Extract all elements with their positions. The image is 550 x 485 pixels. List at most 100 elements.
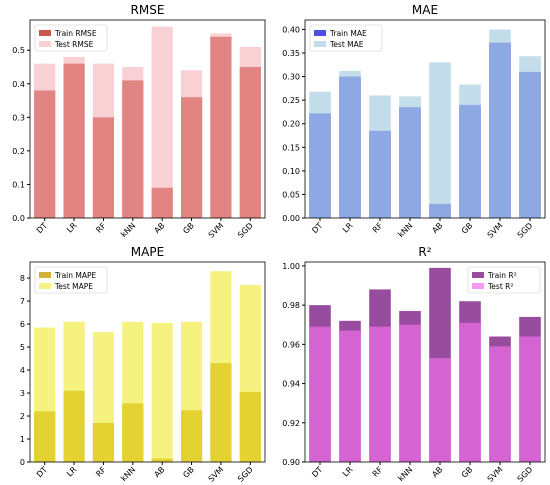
legend: Train MAE Test MAE: [309, 24, 383, 52]
y-tick-label: 7: [20, 297, 25, 306]
y-tick-label: 0.10: [282, 167, 300, 176]
chart-title: MAE: [412, 3, 438, 17]
plot-area-frame: [29, 261, 266, 463]
x-tick-label-knn: kNN: [119, 221, 137, 239]
x-tick-label-rf: RF: [94, 221, 108, 235]
y-tick-label: 0.2: [12, 147, 25, 156]
legend-label-train-rmse: Train RMSE: [54, 29, 97, 38]
x-tick-label-knn: kNN: [396, 465, 414, 483]
plot-area-frame: [304, 261, 546, 463]
y-tick-label: 2: [20, 412, 25, 421]
x-tick-label-ab: AB: [152, 465, 166, 479]
legend-label-test-rmse: Test RMSE: [54, 40, 94, 49]
bar-test-mae-ab: [429, 62, 451, 219]
plot-area-frame: [304, 19, 546, 219]
bar-test-mape-gb: [180, 321, 203, 462]
legend-label-test-mae: Test MAE: [329, 40, 364, 49]
bar-test-r-rf: [369, 326, 391, 462]
legend-label-train-mae: Train MAE: [329, 29, 367, 38]
bar-test-mae-svm: [489, 29, 511, 219]
legend-swatch-train-mape: [39, 272, 51, 278]
y-tick-label: 0.05: [282, 190, 300, 199]
x-tick-label-ab: AB: [430, 465, 444, 479]
y-tick-label: 0.20: [282, 120, 300, 129]
bar-test-r-gb: [459, 322, 481, 462]
bar-test-mae-lr: [339, 70, 361, 218]
x-tick-label-dt: DT: [310, 221, 324, 235]
bar-test-mape-knn: [122, 321, 144, 462]
x-tick-label-sgd: SGD: [236, 465, 255, 484]
y-tick-label: 0.25: [282, 96, 300, 105]
bar-test-r-ab: [429, 358, 451, 462]
x-tick-label-svm: SVM: [207, 465, 226, 484]
y-tick-label: 6: [20, 320, 25, 329]
legend-box: [467, 266, 541, 294]
bar-test-r-dt: [309, 326, 331, 462]
chart-panel-mape: MAPE 0 1 2 3 4 5 6 7 8 DT LR RF kNN AB GB SVM SGD Train MA…: [20, 245, 266, 484]
y-tick-label: 3: [20, 389, 25, 398]
y-tick-label: 0.1: [12, 180, 25, 189]
x-tick-label-lr: LR: [341, 221, 355, 235]
y-tick-label: 0: [20, 458, 25, 467]
x-tick-label-knn: kNN: [396, 221, 414, 239]
bar-test-rmse-sgd: [239, 46, 261, 218]
y-tick-label: 8: [20, 274, 25, 283]
legend-label-test-mape: Test MAPE: [54, 282, 93, 291]
y-tick-label: 0.40: [282, 25, 300, 34]
x-tick-label-sgd: SGD: [516, 465, 535, 484]
x-tick-label-rf: RF: [371, 465, 385, 479]
legend-swatch-test-mae: [314, 41, 326, 47]
chart-panel-rmse: RMSE 0.0 0.1 0.2 0.3 0.4 0.5 DT LR RF kNN AB GB SVM SG…: [12, 3, 266, 240]
x-tick-label-lr: LR: [341, 465, 355, 479]
chart-title: R²: [418, 245, 431, 259]
bar-test-rmse-ab: [151, 26, 173, 219]
bar-test-mae-rf: [369, 95, 391, 218]
legend: Train RMSE Test RMSE: [34, 24, 108, 52]
x-tick-label-lr: LR: [65, 465, 79, 479]
legend-label-train-r: Train R²: [487, 271, 517, 280]
chart-title: MAPE: [131, 245, 164, 259]
y-tick-label: 5: [20, 343, 25, 352]
y-tick-label: 0.94: [282, 380, 300, 389]
x-tick-label-gb: GB: [181, 221, 196, 236]
bar-test-rmse-knn: [122, 66, 144, 218]
bar-test-mape-ab: [151, 322, 173, 462]
bar-test-r-lr: [339, 330, 361, 462]
plot-area-frame: [29, 19, 266, 219]
x-tick-label-svm: SVM: [486, 465, 505, 484]
y-tick-label: 0.92: [282, 419, 300, 428]
bar-test-mae-dt: [309, 91, 331, 218]
y-tick-label: 0.98: [282, 301, 300, 310]
bar-test-rmse-dt: [34, 63, 56, 218]
bar-test-mape-rf: [92, 332, 115, 462]
legend-label-train-mape: Train MAPE: [54, 271, 97, 280]
legend-label-test-r: Test R²: [487, 282, 513, 291]
bar-test-r-sgd: [519, 336, 541, 462]
bar-test-mape-lr: [63, 321, 85, 462]
legend-swatch-train-r: [472, 272, 484, 278]
legend-box: [34, 24, 108, 52]
y-tick-label: 0.90: [282, 458, 300, 467]
x-tick-label-sgd: SGD: [516, 221, 535, 240]
legend-box: [34, 266, 108, 294]
x-tick-label-sgd: SGD: [236, 221, 255, 240]
bar-test-mae-gb: [459, 84, 481, 218]
bar-test-rmse-rf: [92, 63, 115, 218]
bar-test-mae-knn: [399, 96, 421, 218]
legend-swatch-test-r: [472, 283, 484, 289]
bar-test-mape-sgd: [239, 284, 261, 462]
legend: Train R² Test R²: [467, 266, 541, 294]
y-tick-label: 0.30: [282, 73, 300, 82]
y-tick-label: 4: [20, 366, 25, 375]
y-tick-label: 0.35: [282, 49, 300, 58]
bar-test-rmse-svm: [210, 33, 232, 218]
x-tick-label-knn: kNN: [119, 465, 137, 483]
y-tick-label: 0.96: [282, 340, 300, 349]
x-tick-label-gb: GB: [460, 221, 475, 236]
x-tick-label-svm: SVM: [486, 221, 505, 240]
y-tick-label: 0.0: [12, 214, 25, 223]
x-tick-label-dt: DT: [310, 465, 324, 479]
x-tick-label-gb: GB: [181, 465, 196, 480]
